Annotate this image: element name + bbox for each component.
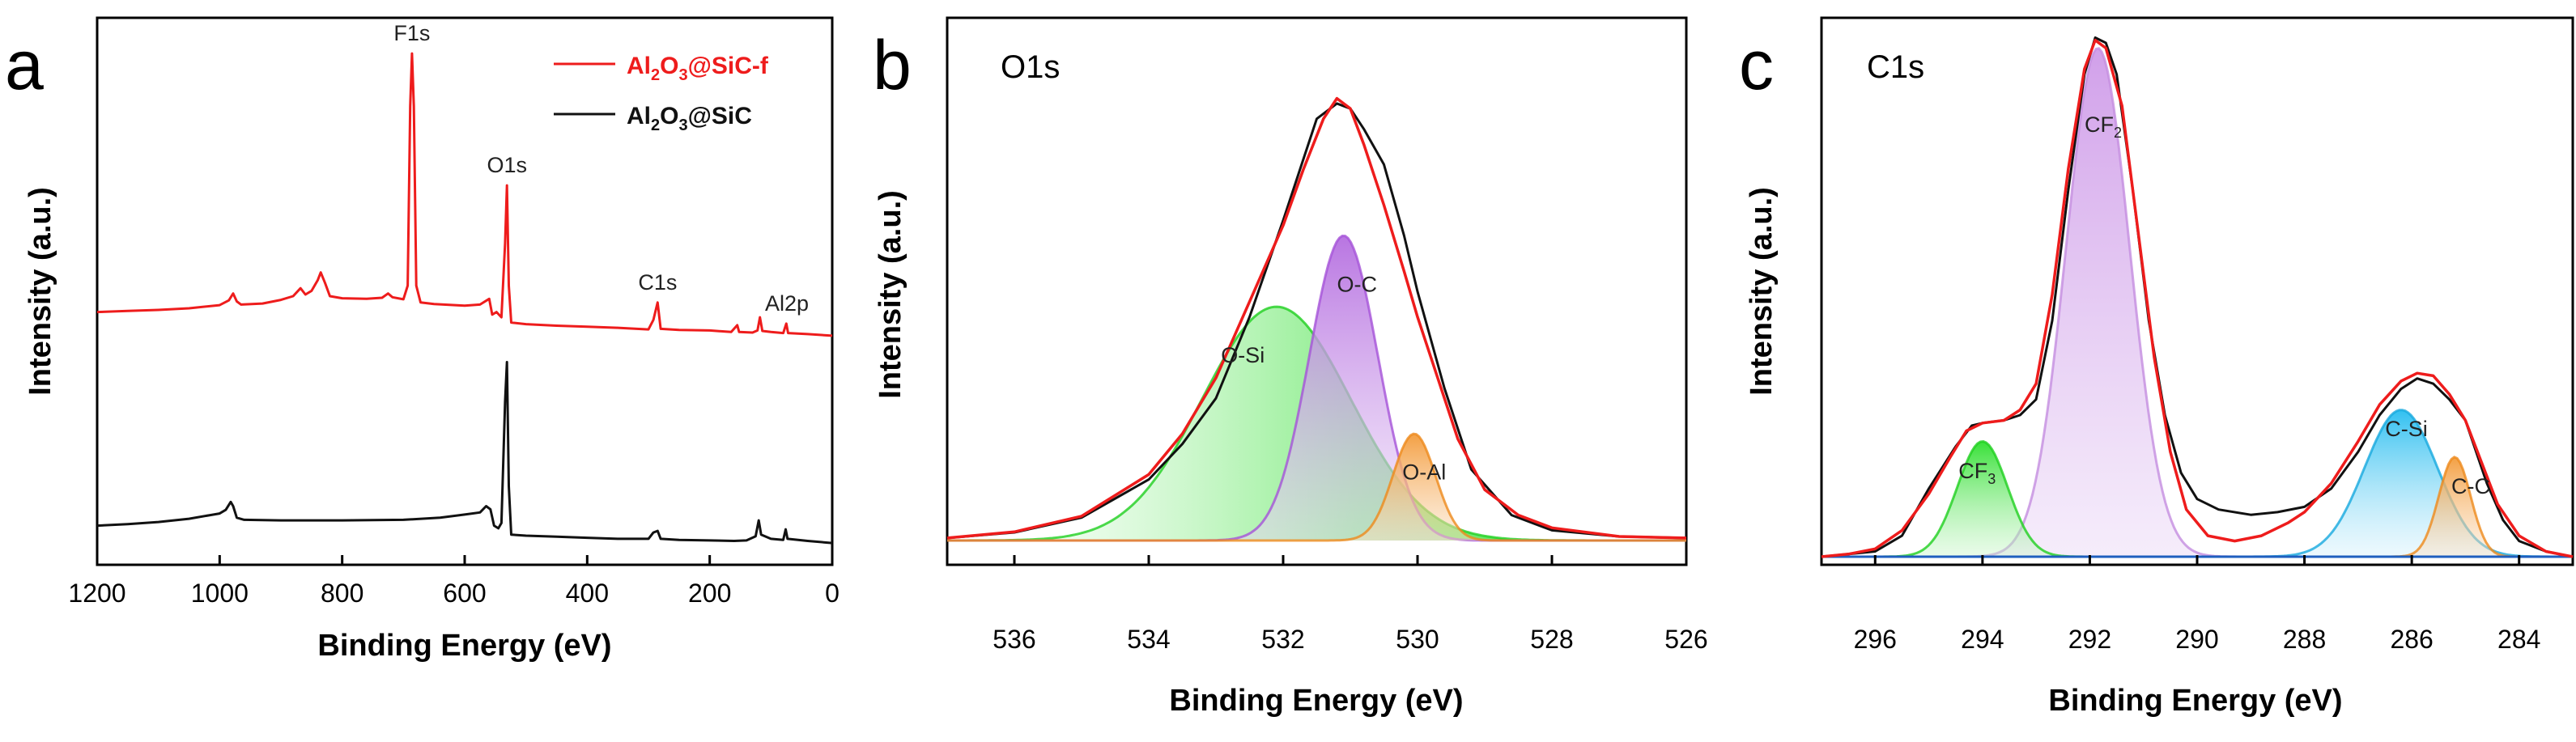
panel-c-x-axis-label: Binding Energy (eV) — [2048, 684, 2342, 718]
panel-a-legend: Al2O3@SiC-f Al2O3@SiC — [554, 53, 769, 134]
x-tick-label: 1200 — [68, 579, 125, 608]
series-line-experimental — [946, 102, 1687, 540]
peak-annotation-c1s: C1s — [638, 270, 677, 295]
x-tick-label: 532 — [1261, 625, 1304, 654]
panel-a-y-axis-label: Intensity (a.u.) — [23, 187, 57, 396]
series-line-fit — [946, 96, 1687, 540]
series-line-fit — [1821, 38, 2574, 558]
legend-label-al2o3-sic: Al2O3@SiC — [627, 103, 752, 134]
peak-label-o-al: O-Al — [1402, 460, 1446, 485]
panel-b-x-ticks: 536 534 532 530 528 526 — [993, 555, 1708, 654]
panel-b-title: O1s — [1001, 49, 1060, 85]
panel-a-series — [96, 52, 833, 545]
panel-b-frame — [946, 16, 1688, 566]
panel-b-series — [946, 96, 1687, 540]
component-fill-o-c — [947, 235, 1686, 541]
peak-label-c-c: C-C — [2451, 474, 2490, 498]
series-line-al2o3-sic — [96, 361, 833, 545]
x-tick-label: 528 — [1530, 625, 1573, 654]
panel-c-series — [1821, 36, 2574, 558]
panel-c-c1s-spectrum: c C1s 296 294 292 290 288 286 284 CF2 CF3 C-Si C-… — [1739, 16, 2574, 718]
x-tick-label: 0 — [825, 579, 840, 608]
panel-b-x-axis-label: Binding Energy (eV) — [1169, 684, 1463, 718]
panel-b-label: b — [873, 27, 912, 104]
x-tick-label: 290 — [2175, 625, 2218, 654]
component-line-o-al — [947, 432, 1686, 542]
panel-c-peak-labels: CF2 CF3 C-Si C-C — [1958, 112, 2490, 498]
panel-c-label: c — [1739, 27, 1774, 104]
peak-annotation-f1s: F1s — [393, 21, 430, 45]
x-tick-label: 526 — [1664, 625, 1707, 654]
x-tick-label: 284 — [2497, 625, 2540, 654]
x-tick-label: 296 — [1854, 625, 1897, 654]
x-tick-label: 600 — [443, 579, 486, 608]
series-line-al2o3-sic-f — [96, 52, 833, 337]
panel-c-x-ticks: 296 294 292 290 288 286 284 — [1854, 555, 2540, 654]
x-tick-label: 534 — [1127, 625, 1170, 654]
panel-b-y-axis-label: Intensity (a.u.) — [874, 190, 908, 399]
x-tick-label: 286 — [2390, 625, 2433, 654]
x-tick-label: 200 — [688, 579, 731, 608]
x-tick-label: 292 — [2068, 625, 2111, 654]
component-fill-c-si — [1821, 409, 2573, 557]
x-tick-label: 1000 — [191, 579, 249, 608]
panel-c-y-axis-label: Intensity (a.u.) — [1745, 187, 1779, 396]
x-tick-label: 536 — [993, 625, 1035, 654]
x-tick-label: 294 — [1961, 625, 2004, 654]
panel-c-title: C1s — [1867, 49, 1924, 85]
panel-a-x-ticks: 1200 1000 800 600 400 200 0 — [68, 555, 840, 608]
peak-label-cf3: CF3 — [1958, 459, 1996, 487]
panel-a-label: a — [5, 27, 44, 104]
x-tick-label: 288 — [2283, 625, 2326, 654]
peak-label-o-c: O-C — [1337, 272, 1378, 296]
panel-a-survey-spectrum: a 1200 1000 800 600 400 200 0 F1s O1s C1s Al2p Bi… — [5, 16, 840, 663]
panel-a-frame — [96, 16, 834, 566]
panel-b-peak-labels: O-Si O-C O-Al — [1221, 272, 1446, 484]
x-tick-label: 400 — [566, 579, 609, 608]
peak-annotation-o1s: O1s — [487, 153, 527, 177]
legend-label-al2o3-sic-f: Al2O3@SiC-f — [627, 53, 769, 84]
peak-label-c-si: C-Si — [2385, 417, 2428, 441]
panel-a-annotations: F1s O1s C1s Al2p — [393, 21, 809, 316]
peak-label-o-si: O-Si — [1221, 343, 1265, 367]
peak-annotation-al2p: Al2p — [765, 291, 809, 316]
panel-a-x-axis-label: Binding Energy (eV) — [317, 629, 611, 663]
component-fill-cf3 — [1821, 441, 2573, 557]
x-tick-label: 800 — [321, 579, 363, 608]
x-tick-label: 530 — [1396, 625, 1439, 654]
peak-label-cf2: CF2 — [2085, 112, 2122, 141]
panel-b-fit-components — [947, 234, 1686, 542]
panel-b-o1s-spectrum: b O1s 536 534 532 530 528 526 O-Si O-C O-Al Bin… — [873, 16, 1708, 718]
